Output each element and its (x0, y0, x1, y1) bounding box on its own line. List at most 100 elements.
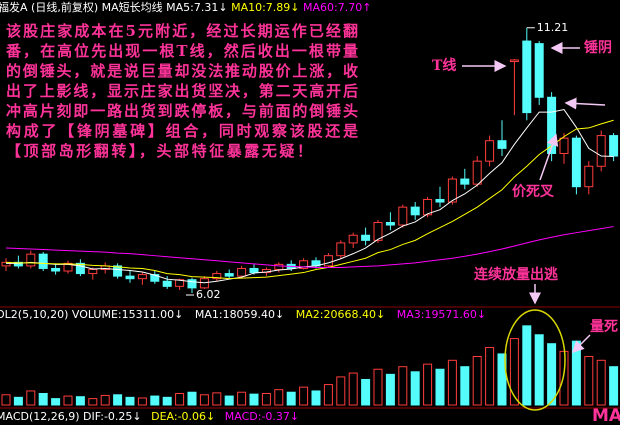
volume-bar (1, 394, 11, 406)
arrow (571, 334, 591, 354)
macd-name: MACD(12,26,9) (0, 410, 80, 423)
candle-body (559, 137, 569, 154)
volume-bar (435, 368, 445, 406)
volume-bar (472, 355, 482, 406)
candle-body (497, 140, 507, 149)
candle-body (609, 135, 619, 157)
candle-body (485, 140, 495, 162)
volume-bar (460, 366, 470, 406)
stock-name: 福发A (0, 0, 28, 14)
note-line: 冲高片刻即一路出货到跌停板，与前面的倒锤头 (6, 102, 358, 120)
death-cross-label: 价死叉 (512, 184, 555, 200)
volume-bar (88, 398, 98, 406)
candle-body (584, 165, 594, 188)
note-line: 该股庄家成本在5元附近，经过长期运作已经翻 (6, 22, 358, 40)
t-line-label: T线 (432, 57, 456, 74)
volume-bar (100, 394, 110, 406)
candle-body (361, 234, 371, 241)
volume-bar (51, 398, 61, 406)
candle-body (435, 198, 445, 203)
volume-escape-label: 连续放量出逃 (474, 266, 558, 283)
volume-bar (584, 355, 594, 406)
volume-bar (187, 391, 197, 406)
volume-ma3: MA3:19571.60↓ (397, 308, 486, 321)
volume-bar (348, 372, 358, 406)
volume-bar (249, 393, 259, 406)
note-line: 的倒锤头，就是说巨量却没法推动股价上涨，收 (6, 62, 358, 80)
candle-body (534, 43, 544, 98)
volume-bar (113, 394, 123, 406)
legend-ma10: MA10:7.89↓ (231, 1, 299, 14)
volume-bar (423, 363, 433, 406)
volume-bar (373, 368, 383, 406)
candle-body (38, 253, 48, 269)
volume-bar (534, 334, 544, 406)
volume-bar (199, 394, 209, 406)
candle-body (224, 273, 234, 277)
mode: (日线,前复权) (31, 0, 98, 14)
volume-bar (385, 373, 395, 406)
header: 福发A (日线,前复权) MA短长均线 MA5:7.31↓ MA10:7.89↓… (0, 0, 371, 14)
volume-bar (609, 366, 619, 406)
volume-bar (286, 391, 296, 406)
candle-body (88, 268, 98, 275)
macd-dif: DIF:-0.25↓ (83, 410, 142, 423)
candle-body (398, 206, 408, 226)
candle-body (596, 135, 606, 167)
volume-bar (447, 359, 457, 406)
candle-body (274, 263, 284, 270)
hammer-label: 锤阴 (584, 39, 612, 56)
candle-body (187, 279, 197, 289)
note-line: 【顶部岛形翻转】，头部特征暴露无疑！ (6, 142, 312, 160)
volume-cross-label: 量死 (590, 319, 618, 335)
macd-corner: MAC (592, 406, 620, 425)
candle-body (348, 234, 358, 244)
volume-bar (175, 393, 185, 406)
peak-label: 11.21 (537, 21, 569, 34)
volume-bar (410, 371, 420, 406)
note: 该股庄家成本在5元附近，经过长期运作已经翻 番，在高位先出现一根T线，然后收出一… (5, 22, 359, 160)
trough-label: 6.02 (196, 288, 221, 301)
volume-bar (63, 395, 73, 406)
volume-bar (522, 325, 532, 406)
note-line: 构成了【锋阴墓碑】组合，同时观察该股还是 (6, 122, 359, 140)
ma-line (6, 108, 614, 284)
arrow (564, 97, 606, 110)
volume-name: OL2(5,10,20) (0, 308, 68, 321)
candle-body (447, 178, 457, 203)
indicator: MA短长均线 (102, 0, 163, 14)
volume-bar (547, 343, 557, 406)
candle-body (249, 267, 259, 274)
volume-bar (237, 391, 247, 406)
arrow (539, 133, 559, 181)
volume-bar (162, 396, 172, 406)
legend-ma60: MA60:7.70↑ (303, 1, 371, 14)
volume-bar (311, 390, 321, 406)
volume-bar (559, 350, 569, 406)
candle-body (385, 221, 395, 226)
candle-body (571, 137, 581, 188)
candle-body (63, 262, 73, 272)
plot-area: 11.21 6.02 (1, 21, 619, 406)
macd-header: MACD(12,26,9) DIF:-0.25↓ DEA:-0.06↓ MACD… (0, 410, 299, 423)
candle-body (547, 96, 557, 154)
note-line: 出了上影线，显示庄家出货坚决，第二天高开后 (6, 82, 358, 100)
volume-bar (485, 347, 495, 406)
volume-bar (38, 393, 48, 406)
volume-ma2: MA2:20668.40↓ (296, 308, 385, 321)
candle-body (237, 267, 247, 277)
candle-body (522, 40, 532, 114)
candle-body (199, 278, 209, 289)
candle-body (336, 242, 346, 257)
note-line: 番，在高位先出现一根T线，然后收出一根带量 (5, 42, 358, 60)
candle-body (51, 267, 61, 272)
volume-bar (398, 366, 408, 406)
volume-bar (336, 376, 346, 406)
volume-bar (497, 353, 507, 406)
volume-bar (224, 395, 234, 406)
highlight-ellipse (504, 309, 566, 411)
volume-ma1: MA1:18059.40↓ (195, 308, 284, 321)
candle-body (162, 280, 172, 287)
volume-bar (261, 393, 271, 406)
